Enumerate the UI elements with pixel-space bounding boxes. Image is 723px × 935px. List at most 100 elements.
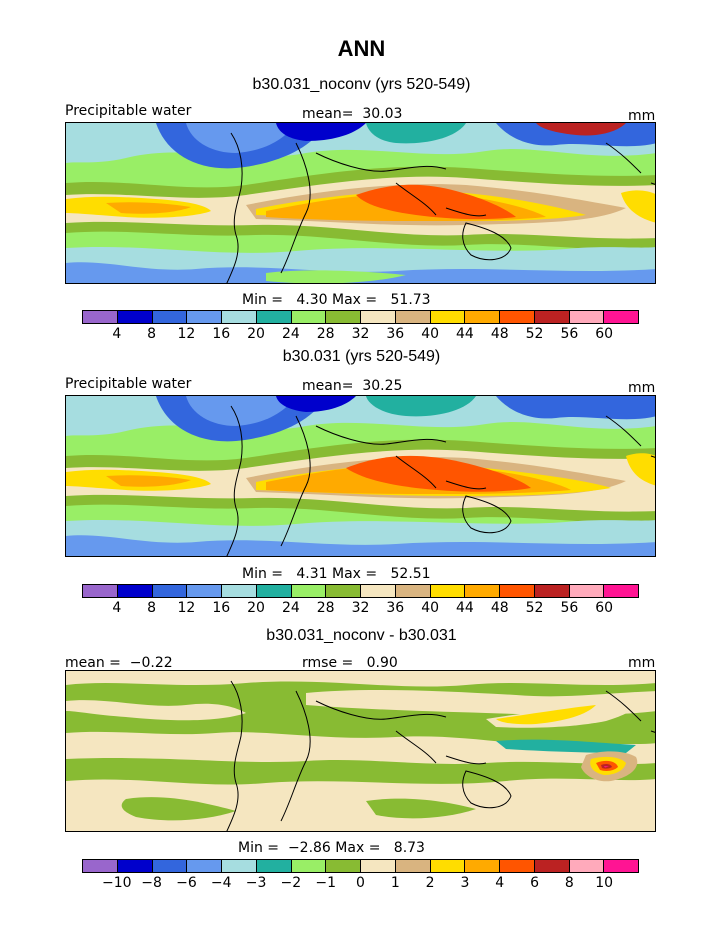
colorbar-tick-label: 48 (490, 326, 509, 342)
colorbar-swatch (395, 860, 431, 872)
panel-1-colorbar (82, 310, 639, 324)
colorbar-tick-label: 32 (351, 600, 370, 616)
colorbar-tick-label: 44 (456, 600, 474, 616)
panel-3-mean-value: −0.22 (129, 655, 173, 671)
panel-1-subtitle: b30.031_noconv (yrs 520-549) (252, 76, 471, 93)
colorbar-tick-label: 28 (316, 600, 335, 616)
colorbar-swatch (187, 860, 222, 872)
colorbar-tick-label: 6 (530, 875, 540, 891)
panel-3-units: mm (628, 655, 656, 671)
colorbar-tick-label: −4 (210, 875, 232, 891)
colorbar-tick-label: 4 (112, 326, 122, 342)
colorbar-tick-label: 20 (247, 326, 265, 342)
panel-3-max-value: 8.73 (393, 840, 425, 856)
colorbar-swatch (187, 585, 222, 597)
panel-1-units: mm (628, 108, 656, 124)
colorbar-tick-label: 60 (595, 326, 614, 342)
colorbar-swatch (534, 860, 570, 872)
colorbar-swatch (465, 585, 500, 597)
colorbar-tick-label: 4 (495, 875, 505, 891)
colorbar-swatch (430, 860, 466, 872)
panel-2-colorbar-ticks: 4 8 12 16 20 24 28 32 36 40 44 48 52 56 60 (82, 600, 639, 618)
panel-2-min-max: Min = 4.31 Max = 52.51 (242, 566, 431, 582)
colorbar-tick-label: −1 (315, 875, 337, 891)
colorbar-tick-label: 56 (560, 600, 579, 616)
colorbar-tick-label: 56 (560, 326, 579, 342)
colorbar-swatch (361, 311, 396, 323)
colorbar-tick-label: 12 (177, 600, 196, 616)
colorbar-tick-label: 52 (525, 600, 544, 616)
colorbar-swatch (361, 860, 396, 872)
colorbar-swatch (326, 311, 361, 323)
colorbar-swatch (604, 585, 638, 597)
colorbar-tick-label: −10 (102, 875, 132, 891)
colorbar-tick-label: 8 (147, 326, 157, 342)
colorbar-tick-label: 32 (351, 326, 370, 342)
colorbar-swatch (534, 585, 570, 597)
colorbar-swatch (430, 585, 466, 597)
colorbar-swatch (117, 311, 153, 323)
panel-1-min-value: 4.30 (296, 292, 328, 308)
colorbar-tick-label: −8 (141, 875, 162, 891)
colorbar-tick-label: −6 (176, 875, 197, 891)
panel-2-colorbar (82, 584, 639, 598)
panel-2-variable-label: Precipitable water (65, 376, 192, 392)
colorbar-swatch (256, 860, 292, 872)
colorbar-tick-label: 10 (595, 875, 614, 891)
colorbar-swatch (361, 585, 396, 597)
colorbar-swatch (256, 585, 292, 597)
panel-1-contour-map (66, 123, 655, 283)
panel-2-map (65, 395, 656, 557)
panel-3-rmse-value: 0.90 (366, 655, 398, 671)
colorbar-swatch (83, 585, 118, 597)
panel-3-contour-map (66, 671, 655, 831)
colorbar-swatch (187, 311, 222, 323)
colorbar-tick-label: 0 (356, 875, 365, 891)
panel-3-colorbar (82, 859, 639, 873)
colorbar-swatch (395, 585, 431, 597)
colorbar-swatch (534, 311, 570, 323)
colorbar-swatch (569, 311, 605, 323)
panel-3-map (65, 670, 656, 832)
colorbar-swatch (152, 860, 188, 872)
panel-3-mean-label: mean = −0.22 (65, 655, 173, 671)
colorbar-tick-label: 4 (112, 600, 122, 616)
colorbar-swatch (569, 860, 605, 872)
colorbar-tick-label: 40 (421, 326, 440, 342)
figure-title: ANN (337, 36, 386, 61)
colorbar-swatch (256, 311, 292, 323)
colorbar-swatch (500, 585, 535, 597)
colorbar-swatch (430, 311, 466, 323)
panel-1-mean-label: mean= 30.03 (302, 106, 403, 122)
colorbar-tick-label: 60 (595, 600, 614, 616)
panel-2-subtitle: b30.031 (yrs 520-549) (282, 348, 441, 365)
colorbar-swatch (83, 311, 118, 323)
colorbar-tick-label: 48 (490, 600, 509, 616)
colorbar-tick-label: 1 (390, 875, 400, 891)
colorbar-swatch (604, 311, 638, 323)
colorbar-swatch (569, 585, 605, 597)
panel-2-min-value: 4.31 (296, 566, 328, 582)
panel-1-max-value: 51.73 (390, 292, 431, 308)
colorbar-tick-label: 24 (281, 600, 300, 616)
colorbar-tick-label: 12 (177, 326, 196, 342)
panel-3-rmse-label: rmse = 0.90 (302, 655, 398, 671)
panel-3-min-max: Min = −2.86 Max = 8.73 (238, 840, 425, 856)
colorbar-swatch (83, 860, 118, 872)
panel-1-min-max: Min = 4.30 Max = 51.73 (242, 292, 431, 308)
colorbar-tick-label: 16 (212, 600, 231, 616)
colorbar-swatch (117, 860, 153, 872)
colorbar-swatch (465, 860, 500, 872)
colorbar-tick-label: 40 (421, 600, 440, 616)
panel-1-variable-label: Precipitable water (65, 103, 192, 119)
colorbar-tick-label: 24 (281, 326, 300, 342)
panel-2-contour-map (66, 396, 655, 556)
colorbar-swatch (465, 311, 500, 323)
panel-1-mean-value: 30.03 (362, 106, 403, 122)
colorbar-tick-label: 8 (147, 600, 157, 616)
colorbar-swatch (291, 585, 327, 597)
colorbar-swatch (291, 860, 327, 872)
colorbar-tick-label: 8 (564, 875, 574, 891)
colorbar-swatch (152, 311, 188, 323)
panel-2-max-value: 52.51 (390, 566, 431, 582)
